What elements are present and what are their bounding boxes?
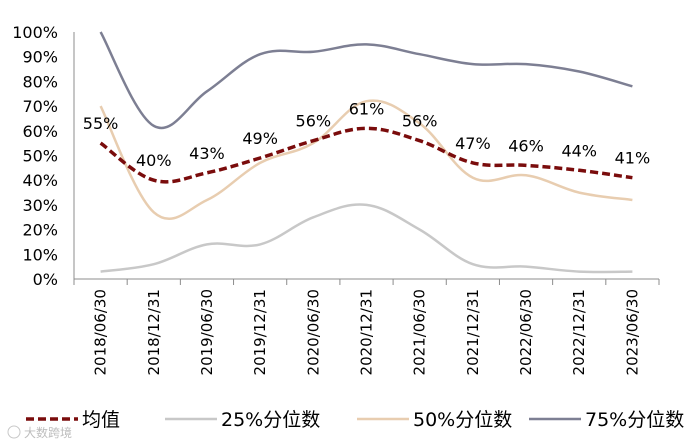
y-tick-label: 70%	[22, 97, 58, 116]
y-tick-label: 60%	[22, 122, 58, 141]
legend-label-p25: 25%分位数	[221, 409, 320, 431]
x-tick-label: 2022/12/31	[570, 289, 588, 375]
x-tick-label: 2018/06/30	[92, 289, 110, 375]
watermark: 大数跨境	[7, 425, 72, 440]
x-tick-label: 2022/06/30	[517, 289, 535, 375]
series-line-mean	[99, 126, 633, 184]
x-tick-label: 2023/06/30	[623, 289, 641, 375]
x-tick-labels: 2018/06/30 2018/12/31 2019/06/30 2019/12/31…	[73, 279, 660, 375]
data-label: 56%	[402, 112, 438, 131]
y-tick-label: 80%	[22, 72, 58, 91]
x-tick-label: 2019/12/31	[251, 289, 269, 375]
y-tick-label: 40%	[22, 171, 58, 190]
y-tick-labels: 0% 10% 20% 30% 40% 50% 60% 70% 80% 90% 100%	[12, 23, 58, 289]
legend: 均值 25%分位数 50%分位数 75%分位数	[26, 409, 684, 431]
data-label: 56%	[296, 112, 332, 131]
series-lines	[99, 31, 633, 274]
data-label: 40%	[136, 151, 172, 170]
series-line-p75	[99, 31, 633, 130]
watermark-logo-icon	[7, 425, 21, 439]
data-label: 41%	[615, 149, 651, 168]
x-tick-label: 2020/12/31	[358, 289, 376, 375]
y-tick-label: 20%	[22, 221, 58, 240]
watermark-text: 大数跨境	[24, 425, 72, 440]
data-label: 55%	[83, 114, 119, 133]
x-tick-label: 2020/06/30	[304, 289, 322, 375]
axes	[73, 32, 659, 280]
series-line-p50	[99, 99, 633, 220]
y-tick-label: 10%	[22, 245, 58, 264]
series-line-p25	[100, 203, 633, 274]
data-labels: 55% 40% 43% 49% 56% 61% 56% 47% 46% 44% 41%	[83, 99, 650, 170]
data-label: 61%	[349, 99, 385, 118]
data-label: 43%	[189, 144, 225, 163]
y-tick-label: 50%	[22, 147, 58, 166]
legend-label-p50: 50%分位数	[413, 409, 512, 431]
x-tick-label: 2021/12/31	[464, 289, 482, 375]
y-tick-label: 0%	[33, 270, 58, 289]
data-label: 44%	[561, 141, 597, 160]
y-tick-label: 90%	[22, 48, 58, 67]
data-label: 49%	[242, 129, 278, 148]
y-tick-label: 30%	[22, 196, 58, 215]
y-tick-label: 100%	[12, 23, 58, 42]
x-tick-label: 2019/06/30	[198, 289, 216, 375]
x-tick-label: 2018/12/31	[145, 289, 163, 375]
data-label: 47%	[455, 134, 491, 153]
legend-label-p75: 75%分位数	[585, 409, 684, 431]
data-label: 46%	[508, 136, 544, 155]
x-tick-label: 2021/06/30	[411, 289, 429, 375]
legend-label-mean: 均值	[82, 409, 120, 431]
